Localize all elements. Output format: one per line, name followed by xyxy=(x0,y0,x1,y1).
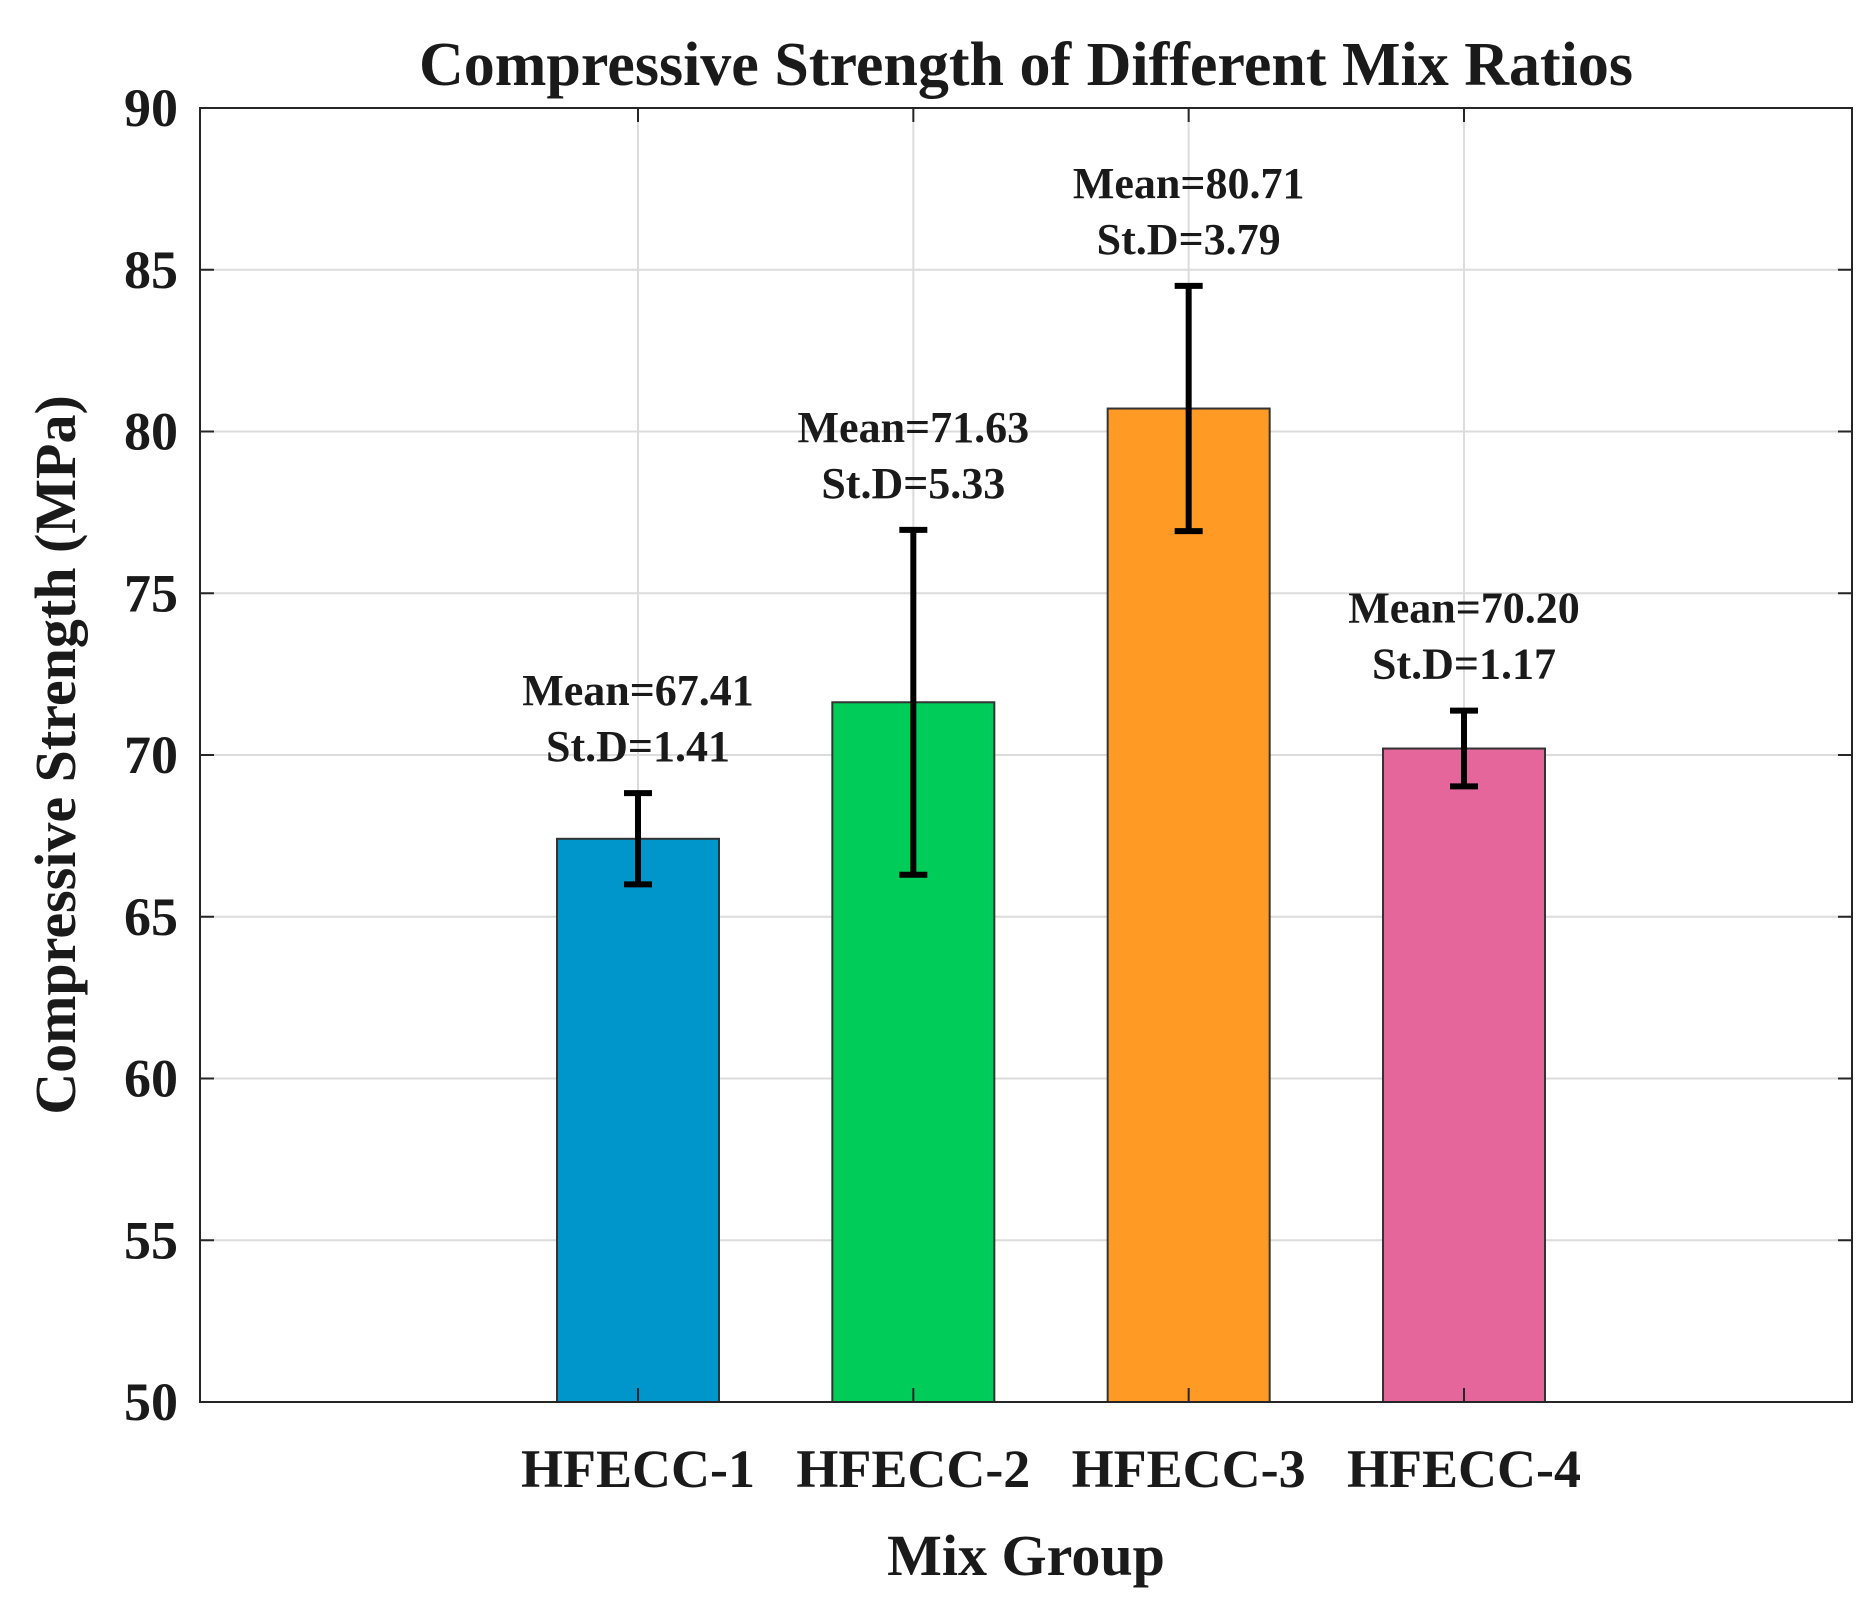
y-tick-label: 75 xyxy=(124,563,178,623)
x-tick-label: HFECC-1 xyxy=(521,1439,755,1499)
y-tick-label: 55 xyxy=(124,1210,178,1270)
chart-title: Compressive Strength of Different Mix Ra… xyxy=(419,31,1633,99)
y-tick-label: 65 xyxy=(124,887,178,947)
data-label-std: St.D=5.33 xyxy=(821,459,1005,508)
bar-hfecc-1 xyxy=(556,837,720,1403)
data-label-std: St.D=3.79 xyxy=(1097,215,1281,264)
data-label-mean: Mean=70.20 xyxy=(1348,584,1580,633)
grid-layer xyxy=(200,108,1852,1402)
y-axis-label: Compressive Strength (MPa) xyxy=(23,395,88,1115)
data-label-mean: Mean=80.71 xyxy=(1073,159,1305,208)
label-layer: HFECC-1 Mean=67.41 St.D=1.41 HFECC-2 Mean=71… xyxy=(521,159,1581,1499)
error-layer xyxy=(624,282,1478,888)
y-tick-label: 50 xyxy=(124,1372,178,1432)
bar-hfecc-4 xyxy=(1382,747,1546,1403)
x-tick-label: HFECC-4 xyxy=(1347,1439,1581,1499)
y-tick-label: 90 xyxy=(124,78,178,138)
y-tick-label: 85 xyxy=(124,240,178,300)
bar-layer xyxy=(556,407,1546,1403)
bar-hfecc-3 xyxy=(1106,407,1271,1403)
data-label-mean: Mean=71.63 xyxy=(798,403,1030,452)
x-tick-label: HFECC-3 xyxy=(1072,1439,1306,1499)
x-tick-label: HFECC-2 xyxy=(796,1439,1030,1499)
y-tick-label: 80 xyxy=(124,402,178,462)
data-label-mean: Mean=67.41 xyxy=(522,666,754,715)
tick-layer: 50 55 60 65 70 75 80 85 90 xyxy=(124,78,1852,1432)
data-label-std: St.D=1.17 xyxy=(1372,640,1556,689)
data-label-std: St.D=1.41 xyxy=(546,722,730,771)
y-tick-label: 60 xyxy=(124,1049,178,1109)
y-tick-label: 70 xyxy=(124,725,178,785)
x-axis-label: Mix Group xyxy=(887,1523,1165,1588)
